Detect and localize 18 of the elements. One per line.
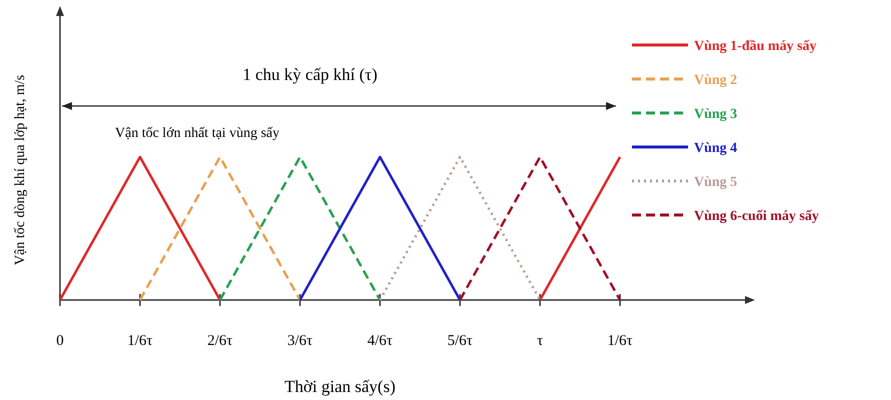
text: Vận tốc lớn nhất tại vùng sấy: [115, 126, 280, 141]
x-tick-label: 1/6τ: [127, 333, 153, 349]
legend-label: Vùng 3: [694, 107, 738, 122]
x-tick-label: 5/6τ: [447, 333, 473, 349]
x-tick-label: 0: [56, 333, 64, 349]
legend-label: Vùng 2: [694, 73, 738, 88]
x-axis-title: Thời gian sấy(s): [284, 377, 396, 396]
legend-label: Vùng 1-đầu máy sấy: [694, 39, 817, 54]
x-tick-label: τ: [536, 333, 544, 349]
x-tick-label: 1/6τ: [607, 333, 633, 349]
x-tick-label: 2/6τ: [207, 333, 233, 349]
legend-label: Vùng 6-cuối máy sấy: [694, 209, 819, 224]
legend-label: Vùng 4: [694, 141, 738, 156]
x-tick-label: 4/6τ: [367, 333, 393, 349]
x-tick-label: 3/6τ: [287, 333, 313, 349]
legend-label: Vùng 5: [694, 175, 738, 190]
y-axis-title: Vận tốc dòng khí qua lớp hạt, m/s: [13, 74, 28, 266]
text: 1 chu kỳ cấp khí (τ): [242, 65, 378, 84]
